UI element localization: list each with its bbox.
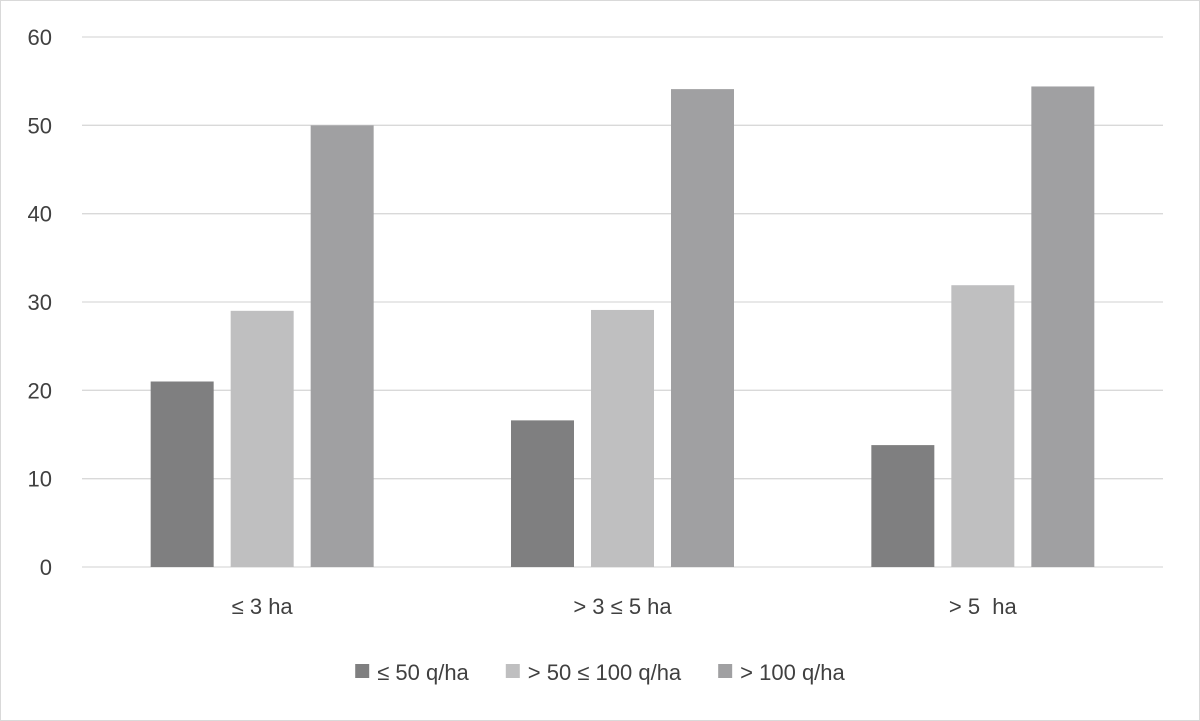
legend-swatch [355,664,370,678]
y-tick-label: 50 [28,113,52,138]
legend-label: > 100 q/ha [740,660,845,685]
x-axis-category-labels: ≤ 3 ha > 3 ≤ 5 ha > 5 ha [232,594,1018,619]
x-category-label: > 5 ha [949,594,1018,619]
bar [150,381,214,567]
x-category-label: > 3 ≤ 5 ha [573,594,672,619]
y-tick-label: 40 [28,202,52,227]
bar [230,310,294,567]
bars [150,86,1095,567]
bar [591,309,654,567]
legend-label: ≤ 50 q/ha [377,660,469,685]
bar [951,285,1015,567]
x-category-label: ≤ 3 ha [232,594,294,619]
y-tick-label: 10 [28,467,52,492]
legend: ≤ 50 q/ha > 50 ≤ 100 q/ha > 100 q/ha [355,660,846,685]
y-tick-label: 60 [28,25,52,50]
bar [671,89,734,567]
y-axis-tick-labels: 0 10 20 30 40 50 60 [28,25,52,580]
y-tick-label: 0 [40,555,52,580]
y-tick-label: 20 [28,378,52,403]
bar [511,420,574,567]
legend-swatch [505,664,520,678]
bar [1031,86,1095,567]
bar [310,125,374,567]
legend-swatch [718,664,733,678]
legend-label: > 50 ≤ 100 q/ha [528,660,682,685]
y-tick-label: 30 [28,290,52,315]
bar [871,445,935,567]
